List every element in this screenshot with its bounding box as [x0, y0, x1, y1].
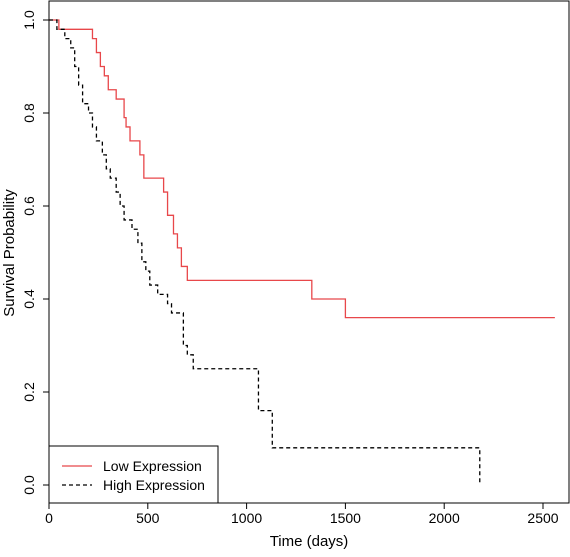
y-tick-label: 0.4	[21, 289, 37, 309]
x-tick-label: 1000	[231, 510, 262, 526]
legend-label: Low Expression	[103, 458, 202, 474]
y-tick-label: 1.0	[21, 10, 37, 30]
x-tick-label: 0	[45, 510, 53, 526]
x-tick-label: 1500	[330, 510, 361, 526]
y-tick-label: 0.0	[21, 475, 37, 495]
series-line-low-expression	[49, 19, 555, 319]
series-line-high-expression	[49, 19, 481, 485]
series-layer	[49, 19, 555, 485]
x-axis-label: Time (days)	[270, 533, 349, 550]
x-axis: 0 500 1000 1500 2000 2500	[45, 503, 559, 526]
legend: Low Expression High Expression	[48, 445, 219, 504]
y-axis: 0.0 0.2 0.4 0.6 0.8 1.0	[21, 10, 49, 495]
legend-box	[48, 445, 219, 504]
y-tick-label: 0.6	[21, 196, 37, 216]
y-tick-label: 0.2	[21, 382, 37, 402]
plot-frame	[48, 0, 570, 504]
x-tick-label: 2500	[527, 510, 558, 526]
x-tick-label: 2000	[429, 510, 460, 526]
x-tick-label: 500	[136, 510, 160, 526]
y-axis-label: Survival Probability	[1, 189, 18, 317]
legend-label: High Expression	[103, 477, 205, 493]
y-tick-label: 0.8	[21, 103, 37, 123]
